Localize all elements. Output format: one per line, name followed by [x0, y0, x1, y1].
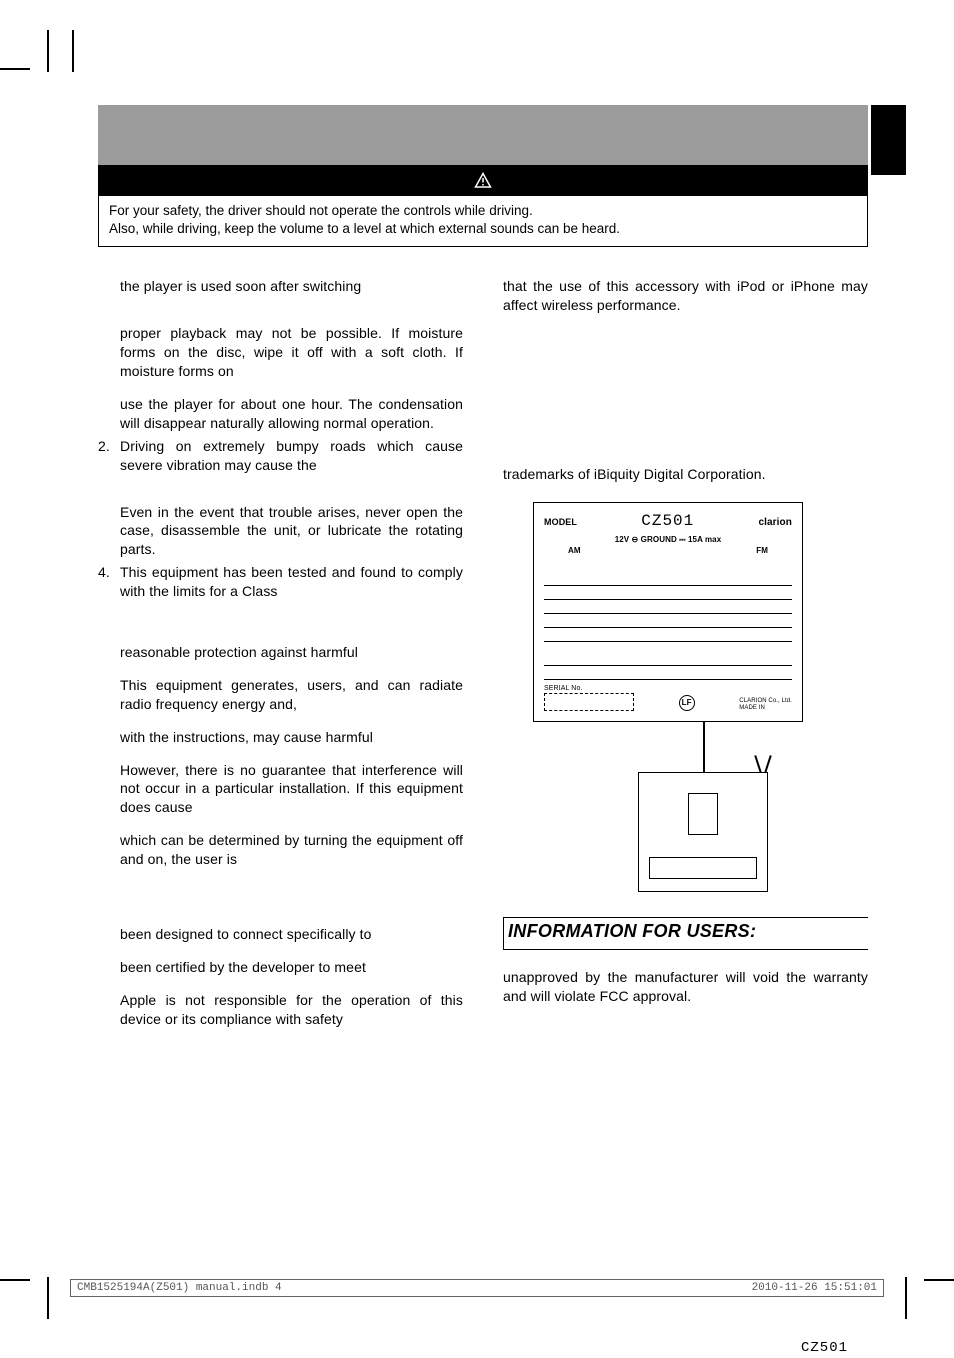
body-paragraph: proper playback may not be possible. If …	[98, 324, 463, 381]
body-paragraph: the player is used soon after switching	[98, 277, 463, 296]
body-paragraph: Apple is not responsible for the operati…	[98, 991, 463, 1029]
print-footer-left: CMB1525194A(Z501) manual.indb 4	[77, 1282, 282, 1294]
crop-mark	[47, 1277, 49, 1319]
body-paragraph: been certified by the developer to meet	[98, 958, 463, 977]
pointer-bottom-box	[649, 857, 757, 879]
crop-mark	[47, 30, 49, 72]
crop-mark	[72, 30, 74, 72]
body-paragraph: that the use of this accessory with iPod…	[503, 277, 868, 315]
body-paragraph: with the instructions, may cause harmful	[98, 728, 463, 747]
warning-icon	[474, 172, 492, 190]
body-paragraph: This equipment generates, users, and can…	[98, 676, 463, 714]
body-paragraph: unapproved by the manufacturer will void…	[503, 968, 868, 1006]
item-number: 2.	[98, 437, 120, 475]
right-column: that the use of this accessory with iPod…	[503, 277, 868, 1032]
page-content: For your safety, the driver should not o…	[98, 105, 868, 1033]
label-fm: FM	[756, 546, 768, 557]
item-number: 4.	[98, 563, 120, 601]
body-paragraph: which can be determined by turning the e…	[98, 831, 463, 869]
side-tab	[871, 105, 906, 175]
info-heading-box: INFORMATION FOR USERS:	[503, 917, 868, 950]
warning-body: For your safety, the driver should not o…	[99, 196, 867, 246]
product-label-diagram: MODEL CZ501 clarion 12V ⊖ GROUND ⎓ 15A m…	[533, 502, 833, 892]
numbered-item: 2. Driving on extremely bumpy roads whic…	[98, 437, 463, 475]
label-am: AM	[568, 546, 581, 557]
label-serial: SERIAL No.	[544, 684, 634, 693]
warning-line: For your safety, the driver should not o…	[109, 202, 857, 220]
label-lines	[544, 572, 792, 680]
label-model-heading: MODEL	[544, 516, 577, 528]
product-label: MODEL CZ501 clarion 12V ⊖ GROUND ⎓ 15A m…	[533, 502, 803, 722]
crop-mark	[0, 68, 30, 70]
info-heading: INFORMATION FOR USERS:	[508, 921, 756, 941]
warning-box: For your safety, the driver should not o…	[98, 165, 868, 247]
crop-mark	[924, 1279, 954, 1281]
label-made: CLARION Co., Ltd. MADE IN	[739, 698, 792, 711]
header-banner	[98, 105, 868, 165]
footer-model: CZ501	[801, 1339, 848, 1358]
body-paragraph: trademarks of iBiquity Digital Corporati…	[503, 465, 868, 484]
warning-header	[99, 166, 867, 196]
item-text: This equipment has been tested and found…	[120, 563, 463, 601]
lf-mark: LF	[679, 695, 695, 711]
label-spec: 12V ⊖ GROUND ⎓ 15A max	[544, 535, 792, 546]
print-footer-right: 2010-11-26 15:51:01	[752, 1282, 877, 1294]
serial-box	[544, 693, 634, 711]
pointer-card	[638, 772, 768, 892]
body-paragraph: However, there is no guarantee that inte…	[98, 761, 463, 818]
body-paragraph: Even in the event that trouble arises, n…	[98, 503, 463, 560]
item-text: Driving on extremely bumpy roads which c…	[120, 437, 463, 475]
pointer-inner-box	[688, 793, 718, 835]
body-paragraph: use the player for about one hour. The c…	[98, 395, 463, 433]
label-model: CZ501	[641, 511, 694, 533]
crop-mark	[905, 1277, 907, 1319]
print-footer: CMB1525194A(Z501) manual.indb 4 2010-11-…	[70, 1279, 884, 1297]
pointer-line	[703, 722, 705, 772]
body-paragraph: reasonable protection against harmful	[98, 643, 463, 662]
label-brand: clarion	[758, 516, 792, 530]
pointer-notch	[757, 755, 769, 773]
body-paragraph: been designed to connect specifically to	[98, 925, 463, 944]
left-column: the player is used soon after switching …	[98, 277, 463, 1032]
crop-mark	[0, 1279, 30, 1281]
warning-line: Also, while driving, keep the volume to …	[109, 220, 857, 238]
numbered-item: 4. This equipment has been tested and fo…	[98, 563, 463, 601]
